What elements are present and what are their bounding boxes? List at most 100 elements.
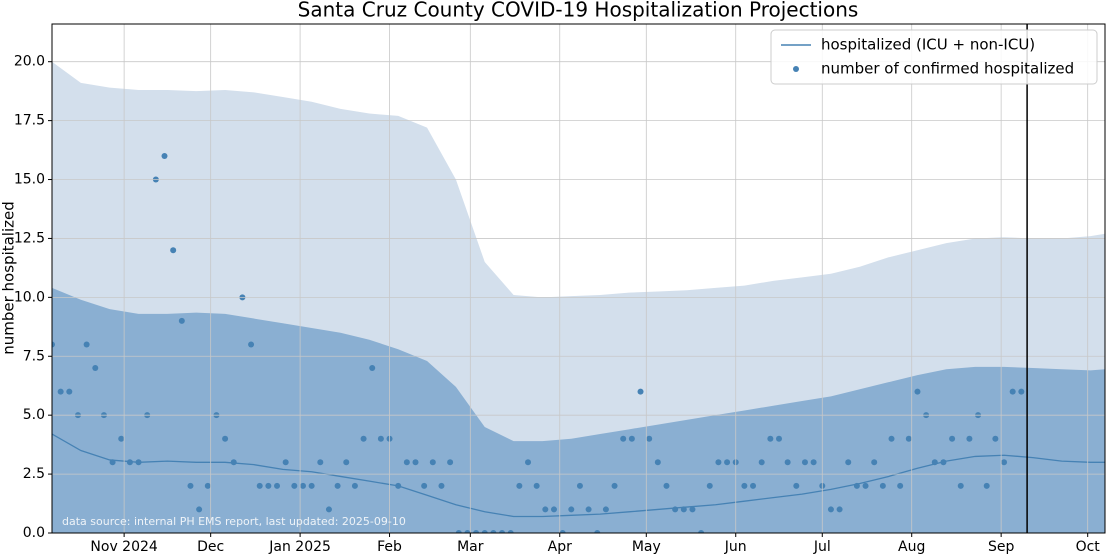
point <box>308 482 315 489</box>
y-tick-label: 17.5 <box>14 113 45 129</box>
point <box>196 506 203 513</box>
point <box>66 388 73 395</box>
y-tick-label: 0.0 <box>23 525 45 541</box>
chart-title: Santa Cruz County COVID-19 Hospitalizati… <box>298 0 859 22</box>
legend-label: hospitalized (ICU + non-ICU) <box>821 36 1035 54</box>
x-tick-label: Jan 2025 <box>268 539 331 555</box>
point <box>663 482 670 489</box>
point <box>845 459 852 466</box>
point <box>966 435 973 442</box>
point <box>351 482 358 489</box>
point <box>672 506 679 513</box>
legend-box <box>770 29 1098 85</box>
y-tick-label: 12.5 <box>14 230 45 246</box>
x-tick-label: Jun <box>724 539 747 555</box>
point <box>92 365 99 372</box>
point <box>516 482 523 489</box>
point <box>256 482 263 489</box>
point <box>222 435 229 442</box>
x-tick-label: Nov 2024 <box>90 539 157 555</box>
legend-label: number of confirmed hospitalized <box>821 60 1074 78</box>
x-tick-label: Feb <box>377 539 402 555</box>
plot-area <box>52 61 1105 533</box>
point <box>1001 459 1008 466</box>
x-tick-label: Dec <box>197 539 224 555</box>
y-tick-label: 2.5 <box>23 466 45 482</box>
point <box>620 435 627 442</box>
plot-frame <box>51 23 1106 534</box>
x-tick-label: Sep <box>988 539 1015 555</box>
point <box>395 482 402 489</box>
point <box>568 506 575 513</box>
point <box>299 482 306 489</box>
point <box>646 435 653 442</box>
point <box>52 341 55 348</box>
point <box>170 247 177 254</box>
point <box>576 482 583 489</box>
point <box>602 506 609 513</box>
point <box>983 482 990 489</box>
point <box>801 459 808 466</box>
point <box>499 530 506 533</box>
point <box>525 459 532 466</box>
point <box>853 482 860 489</box>
point <box>628 435 635 442</box>
point <box>455 530 462 533</box>
point <box>897 482 904 489</box>
point <box>957 482 964 489</box>
point <box>594 530 601 533</box>
point <box>473 530 480 533</box>
point <box>360 435 367 442</box>
point <box>464 530 471 533</box>
point <box>161 152 168 159</box>
legend-marker <box>793 66 799 72</box>
point <box>325 506 332 513</box>
point <box>698 530 705 533</box>
point <box>550 506 557 513</box>
point <box>992 435 999 442</box>
x-tick-label: Jul <box>813 539 831 555</box>
point <box>767 435 774 442</box>
point <box>810 459 817 466</box>
point <box>611 482 618 489</box>
x-tick-label: Aug <box>898 539 925 555</box>
point <box>507 530 514 533</box>
point <box>204 482 211 489</box>
point <box>689 506 696 513</box>
point <box>187 482 194 489</box>
point <box>836 506 843 513</box>
y-tick-label: 15.0 <box>14 172 45 188</box>
point <box>248 341 255 348</box>
point <box>438 482 445 489</box>
point <box>291 482 298 489</box>
point <box>827 506 834 513</box>
point <box>724 459 731 466</box>
point <box>369 365 376 372</box>
point <box>680 506 687 513</box>
point <box>542 506 549 513</box>
point <box>914 388 921 395</box>
point <box>654 459 661 466</box>
point <box>784 459 791 466</box>
x-tick-label: Mar <box>457 539 484 555</box>
y-tick-label: 7.5 <box>23 348 45 364</box>
point <box>905 435 912 442</box>
point <box>706 482 713 489</box>
point <box>1018 388 1025 395</box>
y-tick-label: 5.0 <box>23 407 45 423</box>
point <box>741 482 748 489</box>
point <box>135 459 142 466</box>
point <box>490 530 497 533</box>
point <box>533 482 540 489</box>
point <box>126 459 133 466</box>
point <box>871 459 878 466</box>
point <box>879 482 886 489</box>
point <box>429 459 436 466</box>
point <box>940 459 947 466</box>
point <box>750 482 757 489</box>
x-tick-label: Oct <box>1076 539 1101 555</box>
point <box>776 435 783 442</box>
point <box>178 317 185 324</box>
point <box>412 459 419 466</box>
